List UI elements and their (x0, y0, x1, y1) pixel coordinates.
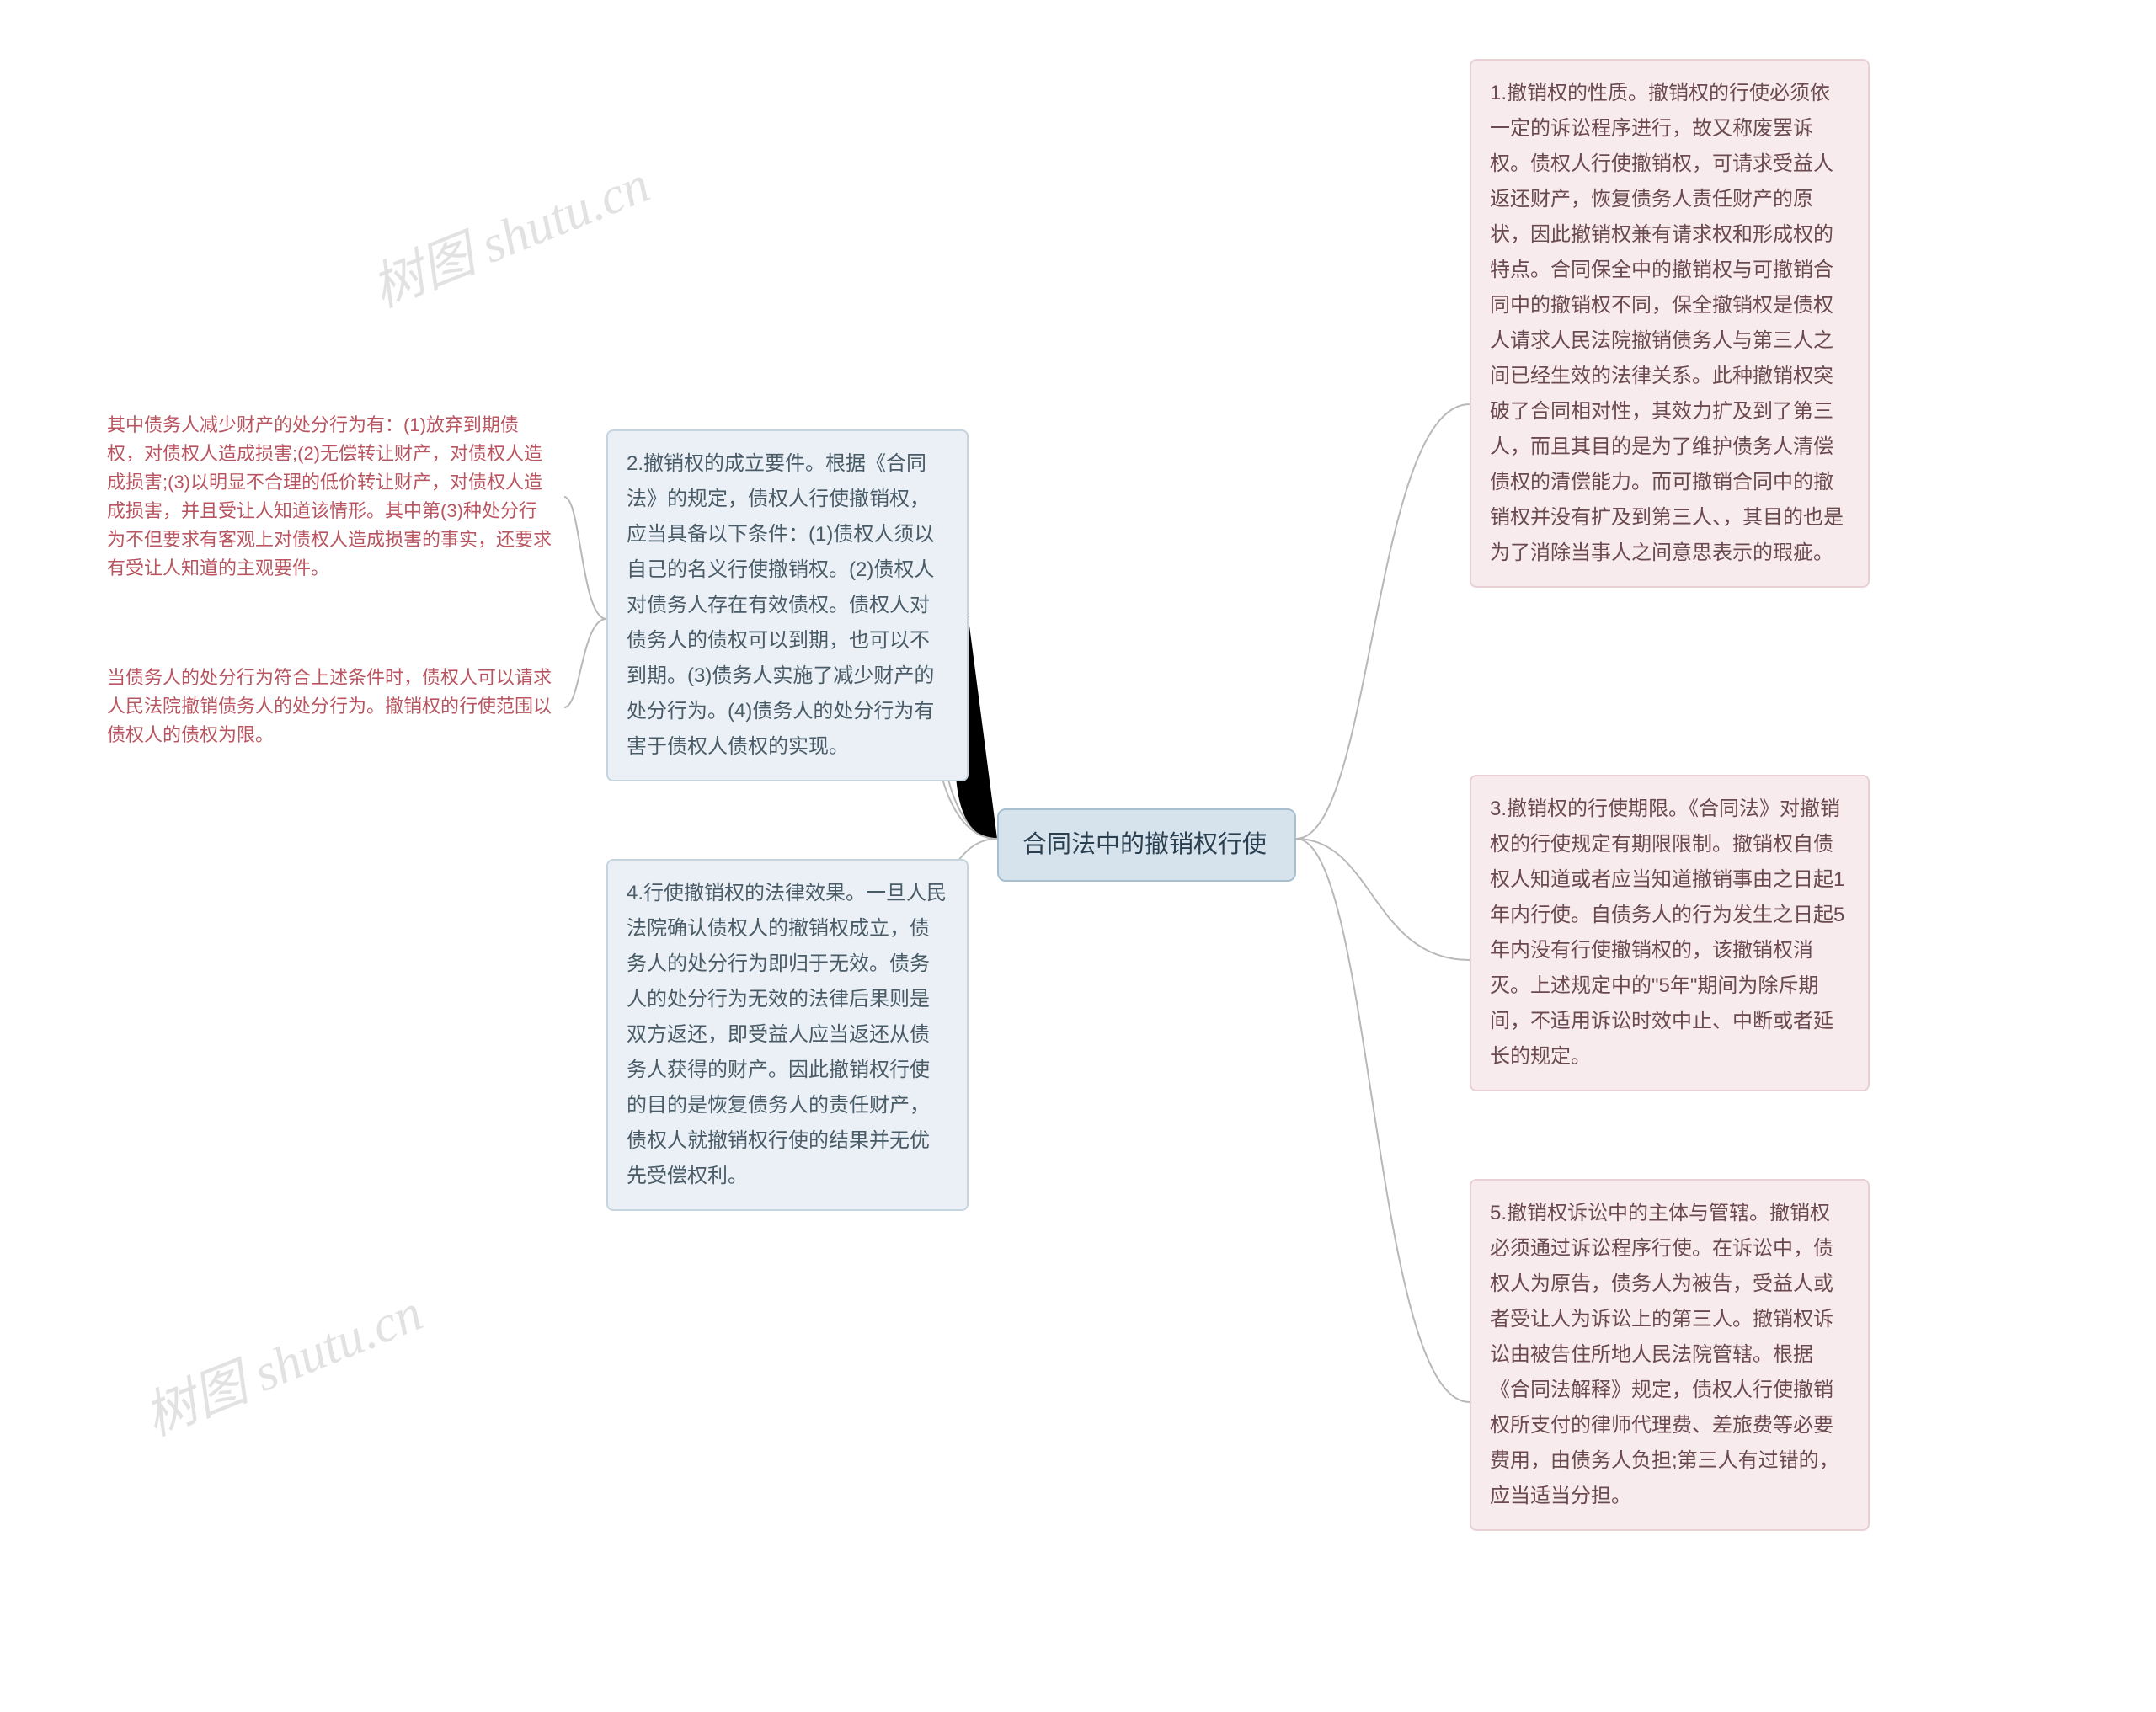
leaf-disposal-acts[interactable]: 其中债务人减少财产的处分行为有：(1)放弃到期债权，对债权人造成损害;(2)无偿… (97, 404, 564, 590)
center-node[interactable]: 合同法中的撤销权行使 (997, 808, 1296, 882)
node-2-requirements[interactable]: 2.撤销权的成立要件。根据《合同法》的规定，债权人行使撤销权，应当具备以下条件：… (606, 429, 969, 781)
node-4-legal-effect[interactable]: 4.行使撤销权的法律效果。一旦人民法院确认债权人的撤销权成立，债务人的处分行为即… (606, 859, 969, 1211)
node-5-subject-jurisdiction[interactable]: 5.撤销权诉讼中的主体与管辖。撤销权必须通过诉讼程序行使。在诉讼中，债权人为原告… (1470, 1179, 1870, 1531)
watermark: 树图 shutu.cn (131, 1270, 431, 1450)
leaf-scope[interactable]: 当债务人的处分行为符合上述条件时，债权人可以请求人民法院撤销债务人的处分行为。撤… (97, 657, 564, 756)
node-1-nature[interactable]: 1.撤销权的性质。撤销权的行使必须依一定的诉讼程序进行，故又称废罢诉权。债权人行… (1470, 59, 1870, 588)
watermark: 树图 shutu.cn (359, 141, 659, 322)
node-3-time-limit[interactable]: 3.撤销权的行使期限。《合同法》对撤销权的行使规定有期限限制。撤销权自债权人知道… (1470, 775, 1870, 1091)
